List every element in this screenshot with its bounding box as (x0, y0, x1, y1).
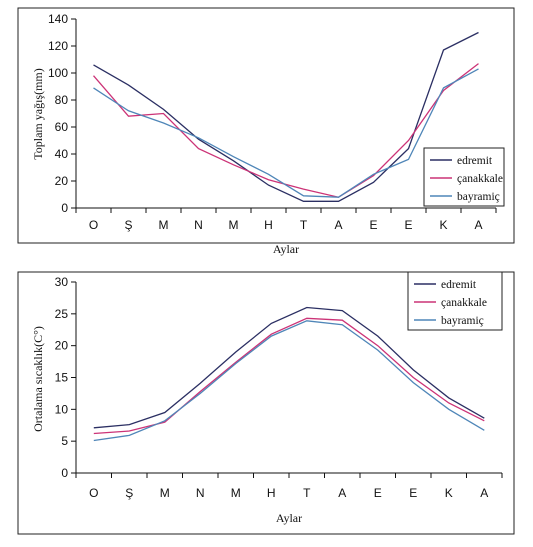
x-tick-label: E (404, 218, 412, 232)
y-tick-label: 0 (61, 201, 68, 215)
legend-label-çanakkale: çanakkale (441, 297, 487, 309)
x-tick-label: K (445, 486, 453, 500)
y-tick-label: 140 (48, 12, 68, 26)
legend-label-çanakkale: çanakkale (457, 173, 503, 185)
x-tick-label: Ş (125, 486, 133, 500)
y-tick-label: 120 (48, 39, 68, 53)
series-line-bayramiç (93, 68, 479, 198)
x-tick-label: O (89, 486, 98, 500)
chart-frame (17, 271, 515, 535)
x-tick-label: M (231, 486, 241, 500)
x-tick-label: M (229, 218, 239, 232)
series-line-bayramiç (93, 320, 485, 442)
y-tick-label: 40 (55, 147, 69, 161)
y-tick-label: 100 (48, 66, 68, 80)
legend: edremit çanakkale bayramiç (423, 147, 505, 207)
series-line-edremit (93, 306, 485, 429)
x-tick-label: H (264, 218, 273, 232)
x-tick-label: E (369, 218, 377, 232)
y-tick-label: 10 (55, 402, 69, 416)
x-tick-label: M (159, 218, 169, 232)
x-tick-label: K (439, 218, 447, 232)
x-tick-label: T (300, 218, 308, 232)
y-tick-label: 0 (61, 466, 68, 480)
y-tick-label: 30 (55, 275, 69, 289)
y-tick-label: 60 (55, 120, 69, 134)
x-tick-label: T (303, 486, 311, 500)
legend-label-bayramiç: bayramiç (457, 191, 500, 203)
x-tick-label: A (474, 218, 482, 232)
x-axis-title: Aylar (273, 242, 299, 256)
legend-label-bayramiç: bayramiç (441, 315, 484, 327)
x-tick-label: M (160, 486, 170, 500)
y-axis-title: Ortalama sıcaklık(C°) (31, 326, 45, 432)
legend-label-edremit: edremit (441, 279, 477, 291)
x-tick-label: N (196, 486, 205, 500)
y-tick-label: 20 (55, 339, 69, 353)
x-tick-label: A (334, 218, 342, 232)
y-tick-label: 5 (61, 434, 68, 448)
x-tick-label: H (267, 486, 276, 500)
series-line-çanakkale (93, 63, 479, 198)
x-tick-label: E (409, 486, 417, 500)
series-line-edremit (93, 31, 479, 202)
legend-label-edremit: edremit (457, 155, 493, 167)
y-tick-label: 15 (55, 371, 69, 385)
x-tick-label: O (89, 218, 98, 232)
legend-box (407, 271, 503, 331)
x-axis-title: Aylar (276, 511, 302, 525)
x-tick-label: A (338, 486, 346, 500)
legend: edremit çanakkale bayramiç (407, 271, 503, 331)
chart-frame (17, 7, 515, 244)
x-tick-label: E (374, 486, 382, 500)
y-tick-label: 25 (55, 307, 69, 321)
x-tick-label: A (480, 486, 488, 500)
x-tick-label: N (194, 218, 203, 232)
chart-2: 0 5 10 15 20 25 30 O Ş M N M H T A E E K A Aylar Ortalama sı… (17, 271, 515, 535)
x-tick-label: Ş (124, 218, 132, 232)
y-tick-label: 20 (55, 174, 69, 188)
y-axis-title: Toplam yağış(mm) (31, 68, 45, 159)
chart-1: 0 20 40 60 80 100 120 140 O Ş M N M H T A E E K A Aylar Topla… (17, 7, 515, 256)
y-tick-label: 80 (55, 93, 69, 107)
